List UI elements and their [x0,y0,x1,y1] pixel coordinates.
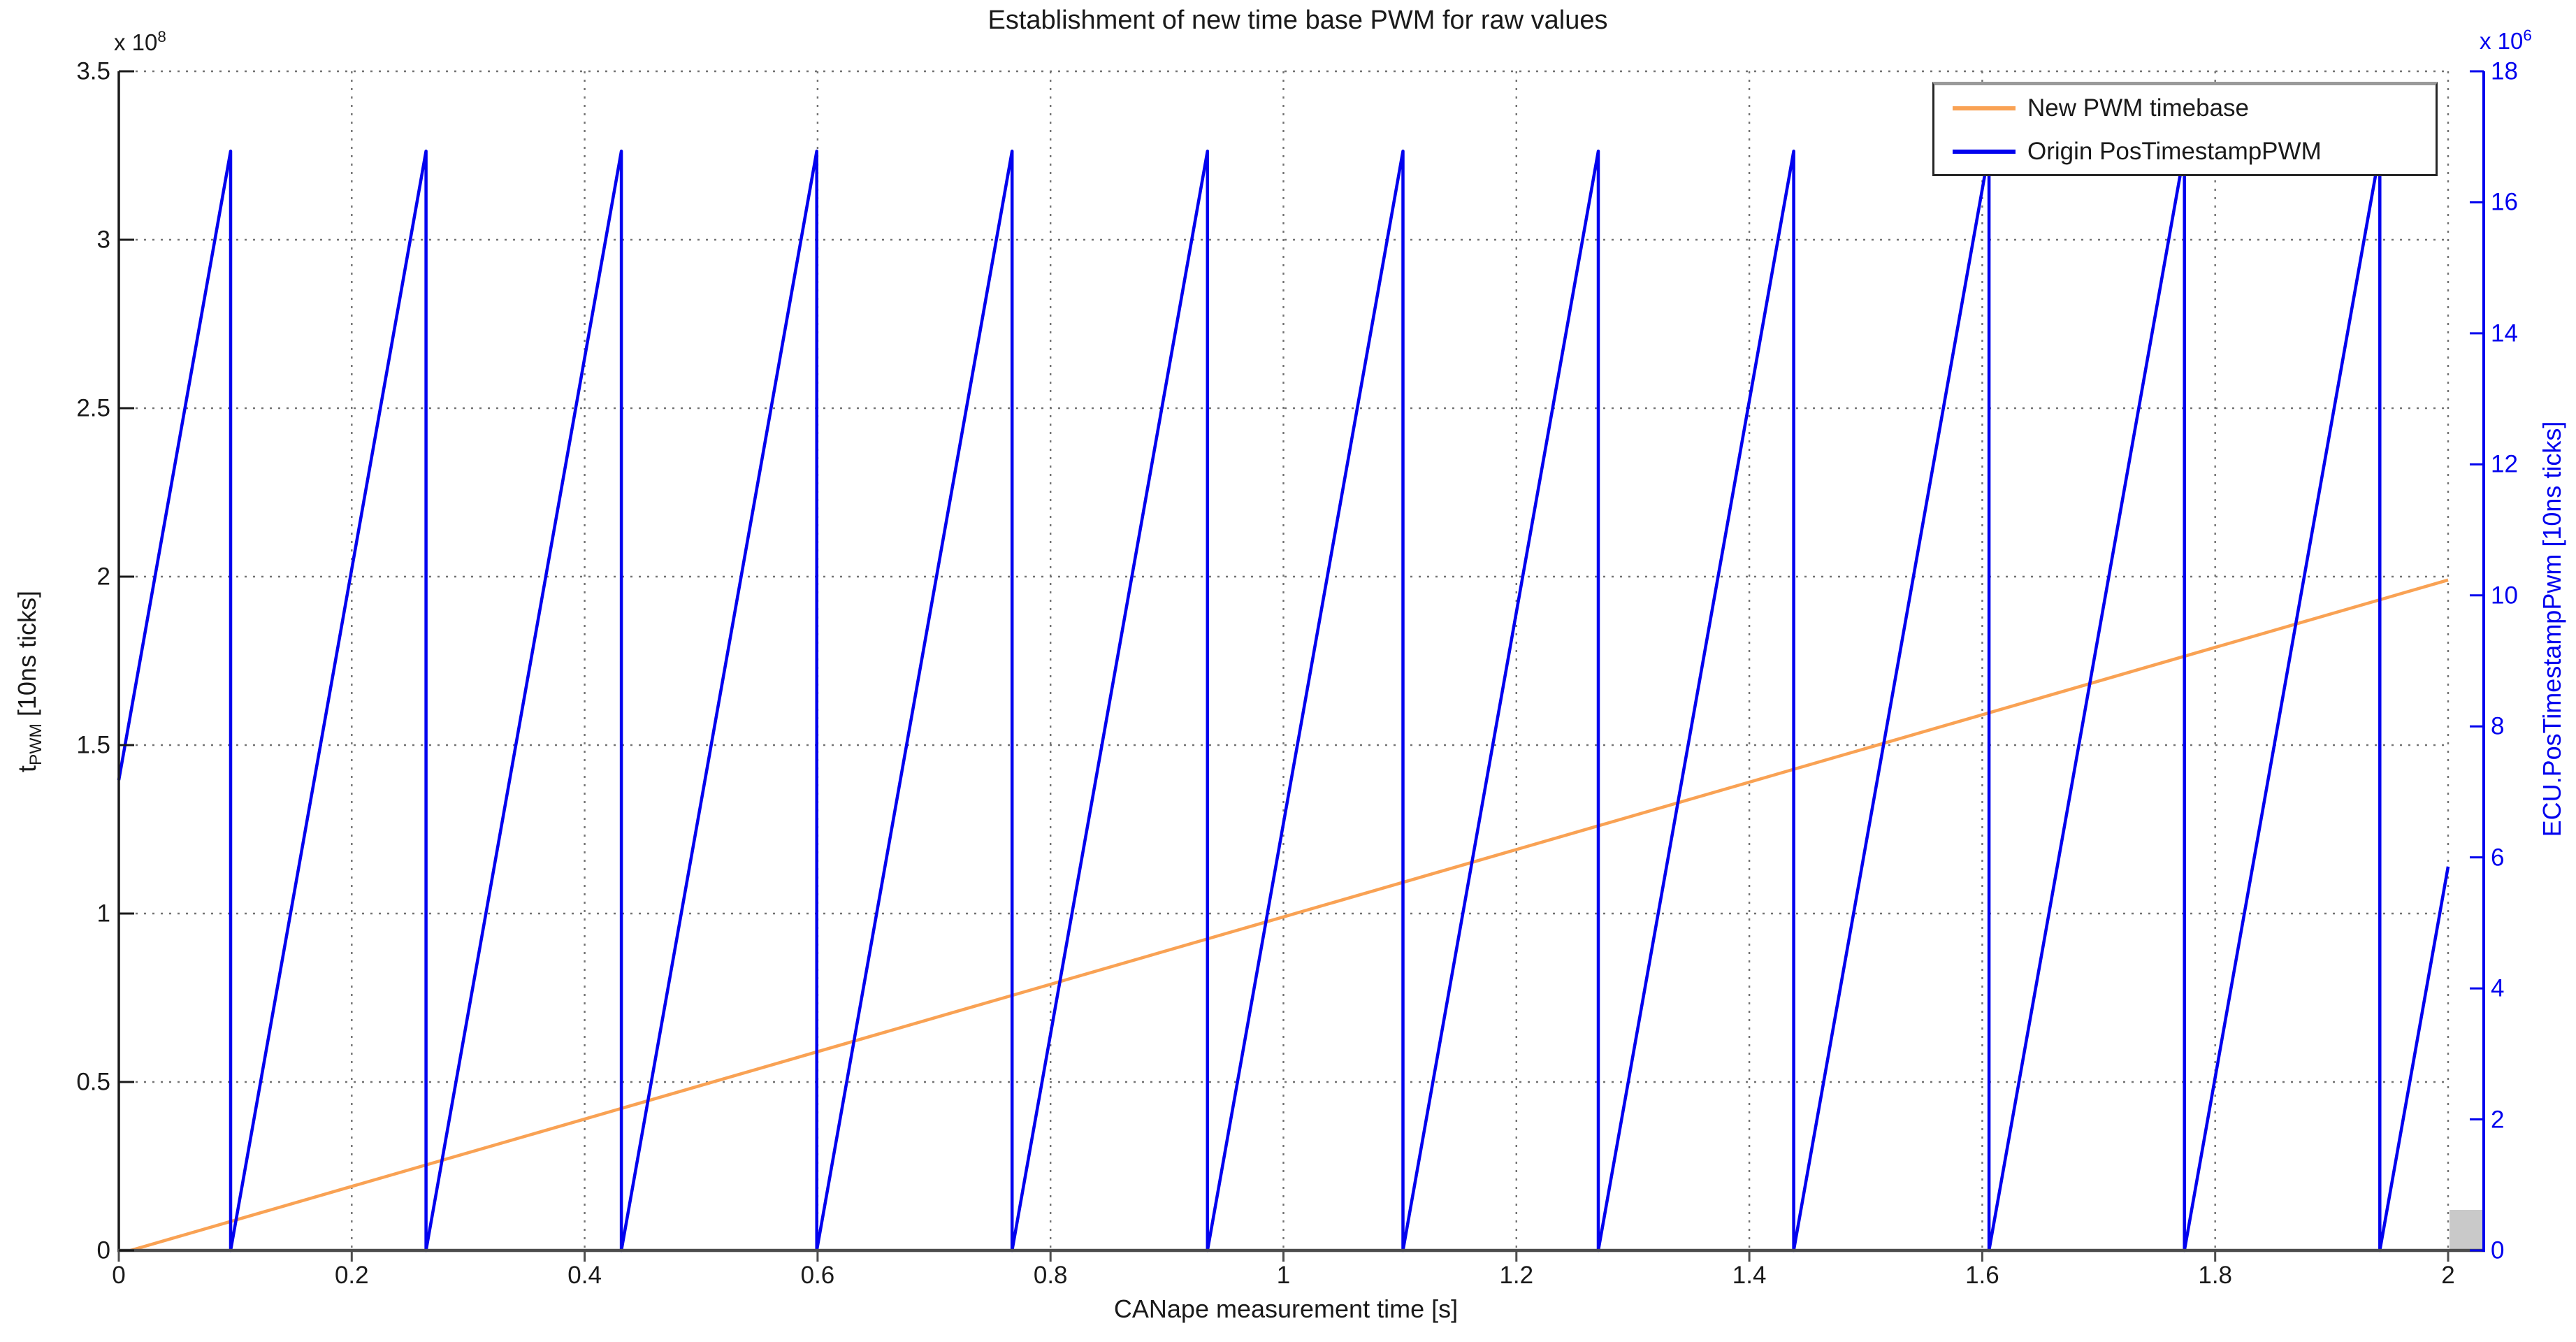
x-tick-label: 1.2 [1499,1262,1534,1289]
x-tick-label: 1.6 [1965,1262,1999,1289]
y-right-tick-label: 16 [2491,188,2518,216]
legend-item-origin-postimestamppwm: Origin PosTimestampPWM [1934,136,2436,167]
legend-line-sample-orange [1953,106,2016,110]
legend-item-new-pwm-timebase: New PWM timebase [1934,93,2436,124]
y-left-tick-label: 0 [96,1236,110,1264]
y-right-tick-label: 2 [2491,1106,2505,1134]
legend-label: New PWM timebase [2027,94,2250,122]
y-left-tick-label: 2.5 [76,394,110,422]
x-tick-label: 2 [2441,1262,2455,1289]
x-tick-label: 0.6 [800,1262,835,1289]
y-left-tick-label: 3 [96,226,110,254]
x-tick-label: 0.2 [334,1262,369,1289]
y-right-tick-label: 6 [2491,844,2505,872]
y-left-tick-label: 0.5 [76,1068,110,1096]
y-right-tick-label: 4 [2491,974,2505,1002]
x-tick-label: 1 [1276,1262,1291,1289]
legend-line-sample-blue [1953,149,2016,154]
y-right-tick-label: 0 [2491,1236,2505,1264]
left-axis-exponent: x 108 [114,28,166,55]
x-tick-label: 1.8 [2198,1262,2233,1289]
x-tick-label: 0.4 [567,1262,602,1289]
y-left-tick-label: 1.5 [76,731,110,759]
y-left-tick-label: 2 [96,563,110,591]
y-right-tick-label: 14 [2491,319,2518,347]
legend-label: Origin PosTimestampPWM [2027,137,2322,165]
chart-title: Establishment of new time base PWM for r… [987,6,1608,35]
x-tick-label: 1.4 [1732,1262,1767,1289]
left-axis-title: tPWM [10ns ticks] [12,591,46,772]
y-right-tick-label: 18 [2491,57,2518,85]
x-axis-title: CANape measurement time [s] [1113,1294,1459,1323]
y-right-tick-label: 12 [2491,450,2518,478]
right-axis-exponent: x 106 [2480,27,2532,54]
right-axis-title: ECU.PosTimestampPwm [10ns ticks] [2538,421,2566,837]
y-left-tick-label: 1 [96,900,110,928]
y-right-tick-label: 8 [2491,712,2505,740]
legend-box: New PWM timebase Origin PosTimestampPWM [1932,82,2438,176]
y-left-tick-label: 3.5 [76,57,110,85]
y-right-tick-label: 10 [2491,582,2518,609]
x-tick-label: 0.8 [1033,1262,1068,1289]
x-tick-label: 0 [112,1262,126,1289]
